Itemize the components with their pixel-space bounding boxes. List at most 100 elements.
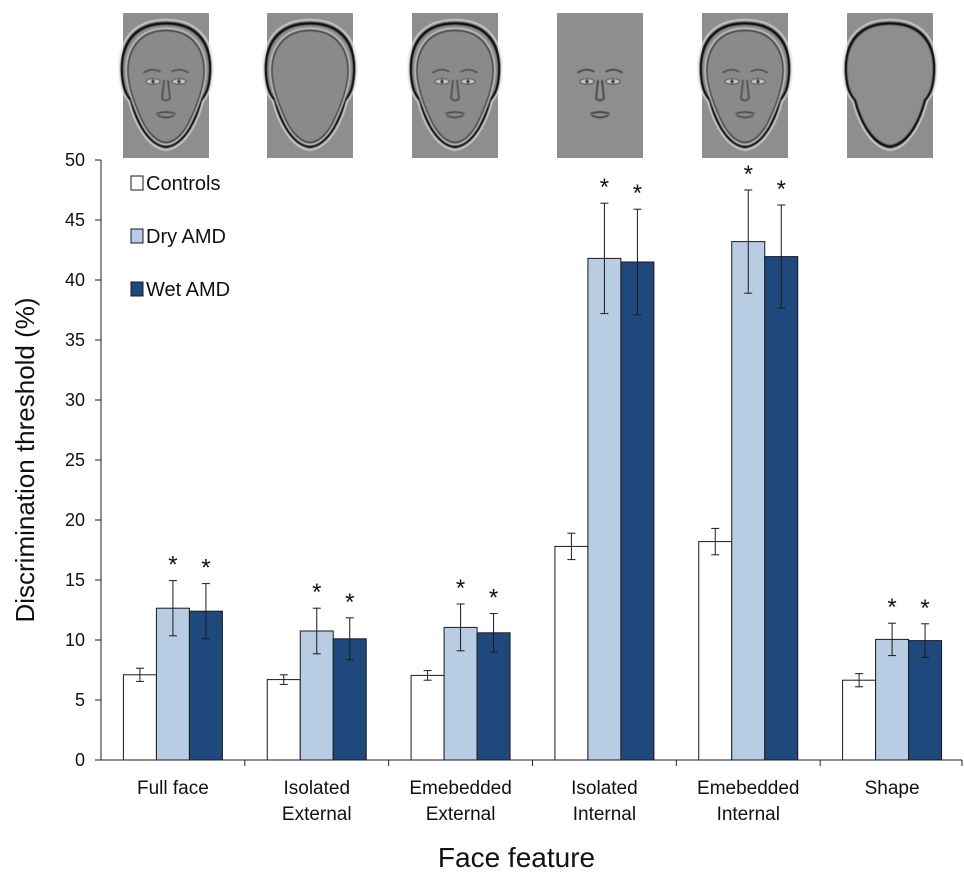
legend-swatch xyxy=(130,281,144,297)
face-outline xyxy=(271,29,349,144)
legend-label: Controls xyxy=(146,173,220,195)
significance-marker: * xyxy=(633,180,642,207)
mouth xyxy=(591,114,609,119)
bar xyxy=(908,640,943,761)
significance-marker: * xyxy=(920,595,929,622)
stimulus-image-isolated-internal xyxy=(557,13,643,158)
face-halo xyxy=(414,27,496,146)
pupil xyxy=(756,79,760,84)
significance-marker: * xyxy=(887,594,896,621)
significance-marker: * xyxy=(168,552,177,579)
y-tick-label: 35 xyxy=(65,330,85,350)
bar xyxy=(620,261,655,761)
mouth xyxy=(445,111,465,115)
face-halo xyxy=(125,27,207,146)
bar xyxy=(764,256,799,761)
x-tick-label: Emebedded xyxy=(697,778,799,799)
eyebrow xyxy=(750,69,768,74)
y-tick-label: 20 xyxy=(65,510,85,530)
bar xyxy=(476,632,511,761)
significance-marker: * xyxy=(312,579,321,606)
x-axis-title: Face feature xyxy=(438,842,595,873)
stimulus-image-embedded-external xyxy=(407,13,503,158)
bar xyxy=(410,674,445,761)
nose xyxy=(450,79,460,102)
mouth xyxy=(735,111,755,115)
nose xyxy=(740,79,750,102)
pupil xyxy=(585,79,589,84)
significance-marker: * xyxy=(489,585,498,612)
mouth xyxy=(157,114,175,119)
x-tick-label: Full face xyxy=(137,778,209,799)
y-axis-title: Discrimination threshold (%) xyxy=(10,297,40,622)
face-outline xyxy=(127,29,205,144)
y-tick-label: 0 xyxy=(75,750,85,770)
pupil xyxy=(177,79,181,84)
head-halo xyxy=(118,19,214,151)
x-tick-label: Emebedded xyxy=(409,778,511,799)
significance-marker: * xyxy=(777,176,786,203)
stimulus-image-full-face xyxy=(118,13,214,158)
significance-marker: * xyxy=(345,589,354,616)
face-halo xyxy=(269,27,351,146)
eyebrow xyxy=(460,69,478,74)
nose xyxy=(595,79,605,102)
eyebrow xyxy=(722,69,740,74)
bar xyxy=(122,674,157,761)
bar xyxy=(266,679,301,761)
x-tick-label: External xyxy=(426,804,496,825)
head-halo xyxy=(697,19,793,151)
y-tick-label: 45 xyxy=(65,210,85,230)
head-outline xyxy=(844,21,936,149)
eyebrow xyxy=(143,69,161,74)
bar xyxy=(587,257,622,761)
legend-swatch xyxy=(130,228,144,244)
nose xyxy=(161,79,171,102)
bar xyxy=(554,545,589,761)
x-tick-label: Isolated xyxy=(283,778,350,799)
eyebrow xyxy=(171,69,189,74)
y-tick-label: 50 xyxy=(65,150,85,170)
y-tick-label: 40 xyxy=(65,270,85,290)
y-tick-label: 10 xyxy=(65,630,85,650)
x-tick-label: Internal xyxy=(573,804,636,825)
eyebrow xyxy=(432,69,450,74)
pupil xyxy=(730,79,734,84)
significance-marker: * xyxy=(600,174,609,201)
pupil xyxy=(151,79,155,84)
pupil xyxy=(440,79,444,84)
y-tick-label: 15 xyxy=(65,570,85,590)
stimulus-image-isolated-external xyxy=(262,13,358,158)
x-tick-label: External xyxy=(282,804,352,825)
x-tick-label: Internal xyxy=(717,804,780,825)
head-halo xyxy=(842,19,938,151)
stimulus-drawing xyxy=(577,69,623,119)
mouth xyxy=(446,114,464,119)
stimulus-image-shape xyxy=(842,13,938,158)
head-halo xyxy=(262,19,358,151)
y-tick-label: 30 xyxy=(65,390,85,410)
stimulus-drawing xyxy=(697,19,793,151)
stimulus-drawing xyxy=(842,19,938,151)
face-halo xyxy=(704,27,786,146)
face-outline xyxy=(416,29,494,144)
significance-marker: * xyxy=(744,161,753,188)
bar xyxy=(842,679,877,761)
bar xyxy=(875,638,910,761)
stimulus-background xyxy=(557,13,643,158)
mouth xyxy=(156,111,176,115)
mouth xyxy=(590,111,610,115)
legend-label: Wet AMD xyxy=(146,279,230,301)
legend-label: Dry AMD xyxy=(146,226,226,248)
eyebrow xyxy=(577,69,595,74)
stimulus-drawing xyxy=(262,19,358,151)
stimulus-image-embedded-internal xyxy=(697,13,793,158)
pupil xyxy=(611,79,615,84)
y-tick-label: 5 xyxy=(75,690,85,710)
x-tick-label: Isolated xyxy=(571,778,638,799)
eyebrow xyxy=(605,69,623,74)
head-halo xyxy=(407,19,503,151)
bar xyxy=(698,541,733,761)
